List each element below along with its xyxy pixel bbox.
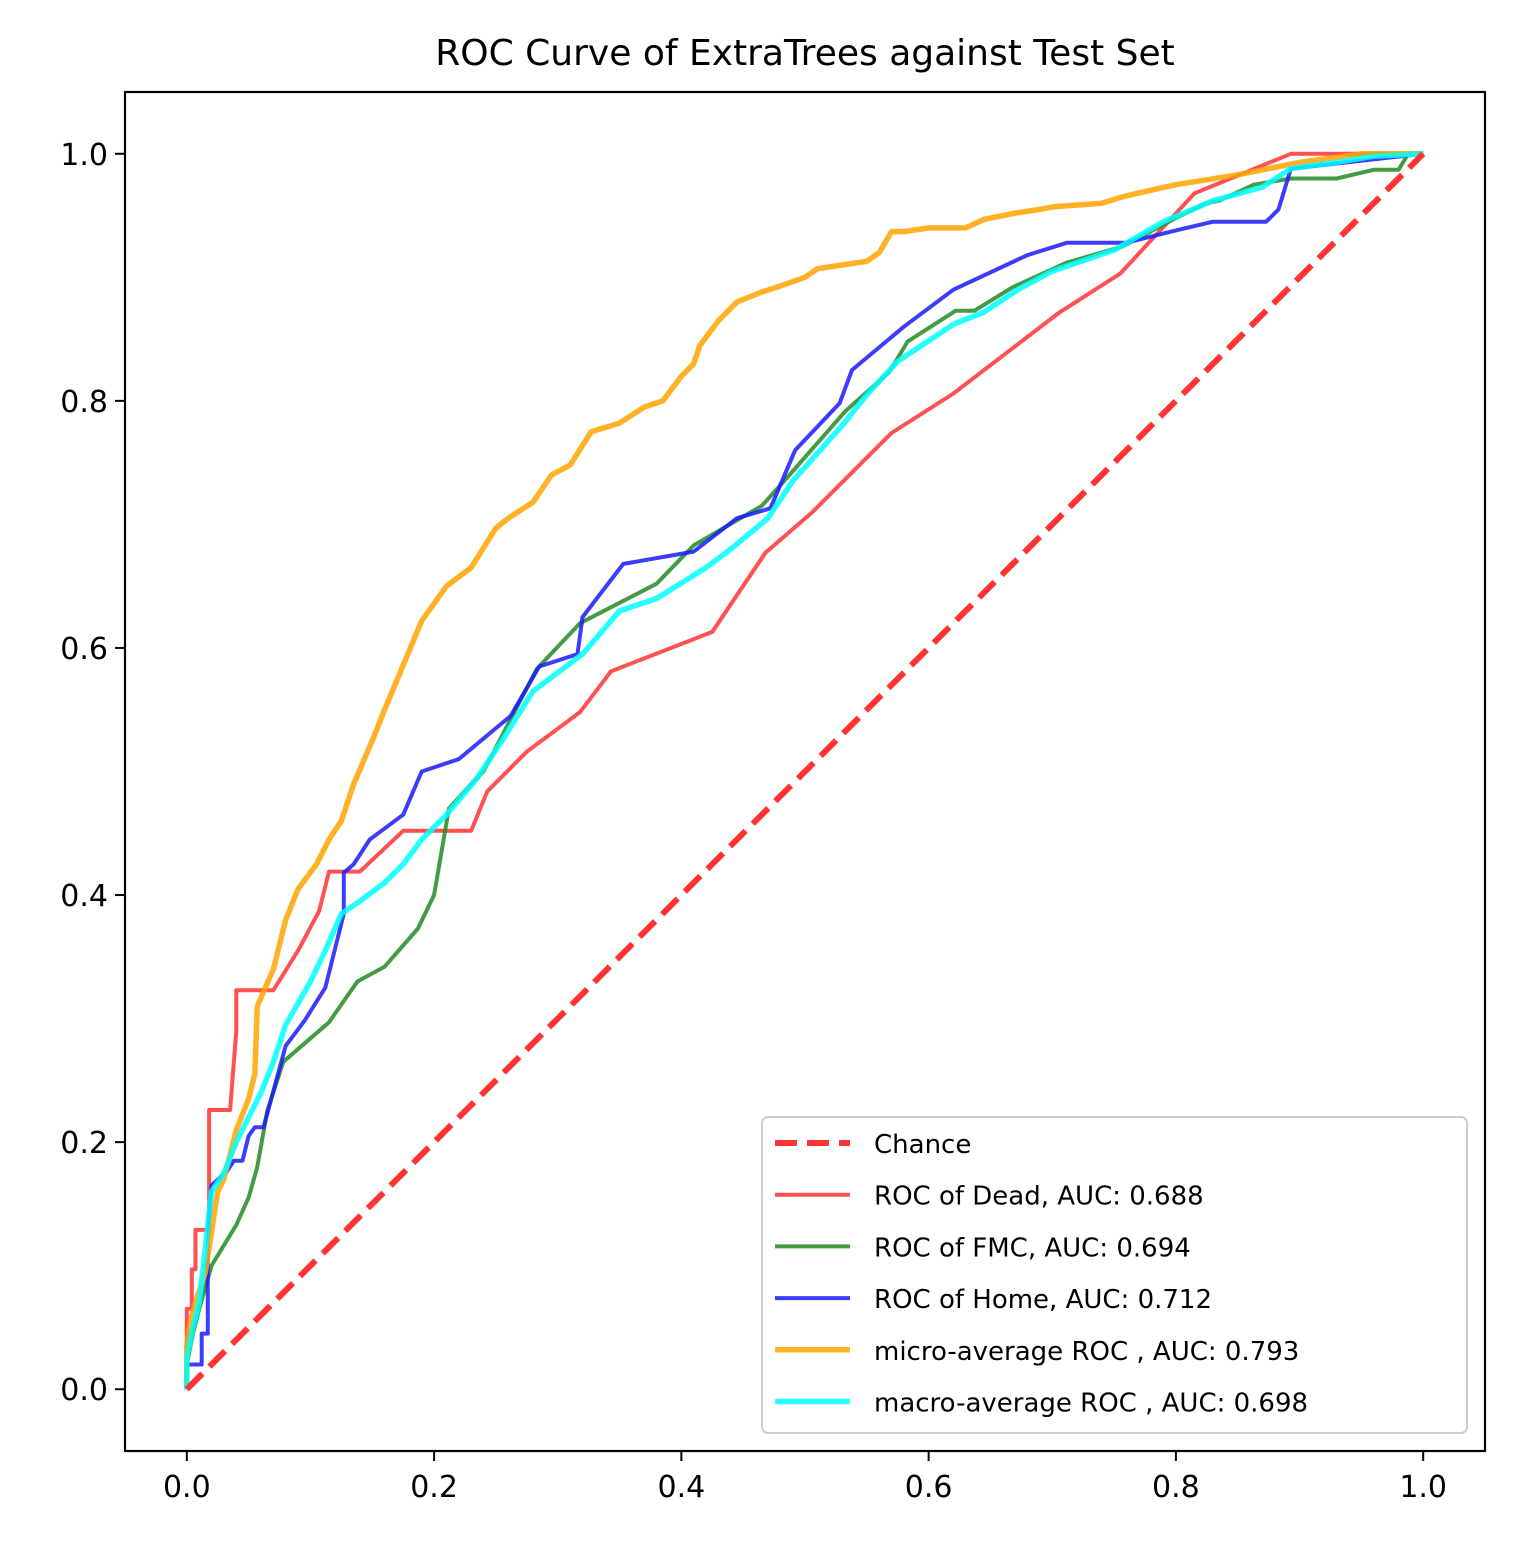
legend-label: ROC of Dead, AUC: 0.688 [874, 1182, 1204, 1212]
x-tick-label: 0.6 [905, 1470, 953, 1505]
legend-label: ROC of Home, AUC: 0.712 [874, 1285, 1212, 1315]
plot-area [123, 90, 1487, 1453]
x-tick-label: 0.8 [1152, 1470, 1200, 1505]
y-tick-label: 0.2 [60, 1126, 108, 1161]
x-tick-label: 0.2 [410, 1470, 458, 1505]
legend-box [761, 1116, 1468, 1434]
legend-label: ROC of FMC, AUC: 0.694 [874, 1233, 1191, 1263]
legend: Chance ROC of Dead, AUC: 0.688 ROC of FMC,… [761, 1116, 1468, 1434]
y-tick-label: 0.0 [60, 1373, 108, 1408]
plot-frame [123, 90, 1487, 1453]
series-line-5 [184, 151, 1424, 1390]
legend-label: micro-average ROC , AUC: 0.793 [874, 1337, 1299, 1367]
series-layer [184, 151, 1426, 1392]
x-tick-label: 0.4 [658, 1470, 706, 1505]
x-axis: 0.0 0.2 0.4 0.6 0.8 1.0 [163, 1451, 1447, 1505]
y-tick-label: 1.0 [60, 138, 108, 173]
x-tick-label: 0.0 [163, 1470, 211, 1505]
y-tick-label: 0.4 [60, 879, 108, 914]
legend-label: Chance [874, 1130, 971, 1160]
y-tick-label: 0.6 [60, 632, 108, 667]
chart-title: ROC Curve of ExtraTrees against Test Set [435, 33, 1175, 74]
y-tick-label: 0.8 [60, 385, 108, 420]
series-line-1 [184, 151, 1424, 1390]
legend-label: macro-average ROC , AUC: 0.698 [874, 1389, 1308, 1419]
series-line-0 [184, 151, 1426, 1392]
series-line-4 [184, 151, 1424, 1390]
x-tick-label: 1.0 [1399, 1470, 1447, 1505]
y-axis: 0.0 0.2 0.4 0.6 0.8 1.0 [60, 138, 125, 1408]
